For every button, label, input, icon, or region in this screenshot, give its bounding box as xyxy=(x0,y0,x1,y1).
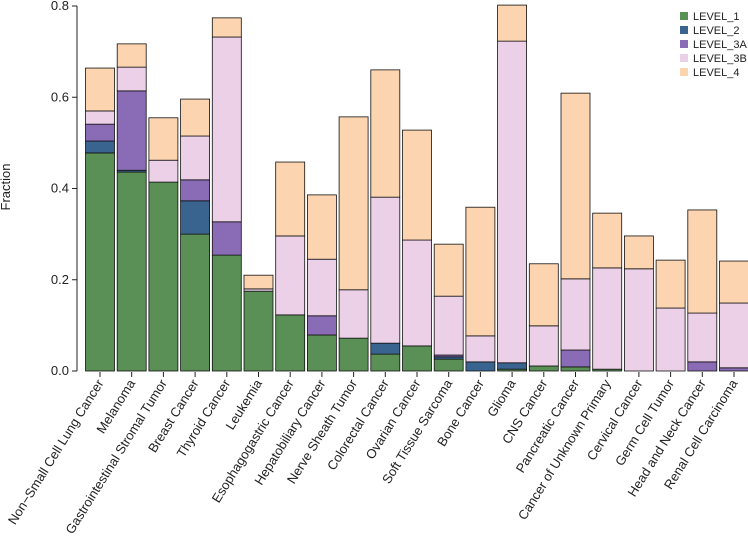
bar-segment xyxy=(86,68,115,111)
bar-segment xyxy=(434,244,463,296)
bar-segment xyxy=(212,37,241,222)
legend-swatch xyxy=(680,26,688,34)
bar-segment xyxy=(307,316,336,335)
legend-label: LEVEL_2 xyxy=(693,25,739,37)
y-tick-label: 0.8 xyxy=(51,0,69,13)
bar-segment xyxy=(276,162,305,236)
bar-segment xyxy=(720,261,748,303)
bar-segment xyxy=(212,18,241,37)
bar-segment xyxy=(307,195,336,259)
y-axis-label: Fraction xyxy=(0,164,13,211)
bar-segment xyxy=(86,111,115,124)
bar-segment xyxy=(466,207,495,336)
bar-segment xyxy=(529,326,558,366)
bar-segment xyxy=(529,366,558,371)
bar-segment xyxy=(624,236,653,269)
bar-segment xyxy=(720,368,748,371)
bar-segment xyxy=(561,367,590,371)
bar-segment xyxy=(307,259,336,316)
bar-segment xyxy=(212,255,241,371)
bar-segment xyxy=(117,91,146,170)
bar-segment xyxy=(529,264,558,326)
bar-segment xyxy=(86,153,115,371)
bar-segment xyxy=(117,172,146,371)
bar-segment xyxy=(212,222,241,255)
bar-segment xyxy=(181,180,210,201)
bar-segment xyxy=(688,210,717,313)
bar-segment xyxy=(86,141,115,153)
bar-segment xyxy=(593,213,622,268)
bar-segment xyxy=(371,354,400,371)
bar-segment xyxy=(244,275,273,289)
bar-segment xyxy=(244,291,273,371)
bar-segment xyxy=(434,296,463,355)
bar-segment xyxy=(498,41,527,363)
bar-segment xyxy=(656,260,685,308)
legend-label: LEVEL_1 xyxy=(693,11,739,23)
bar-segment xyxy=(117,67,146,91)
bar-segment xyxy=(720,303,748,368)
bar-segment xyxy=(561,93,590,279)
bar-segment xyxy=(561,279,590,350)
legend-swatch xyxy=(680,40,688,48)
bar-segment xyxy=(181,99,210,136)
bar-segment xyxy=(371,70,400,197)
bar-segment xyxy=(181,201,210,234)
bar-segment xyxy=(339,290,368,338)
bar-segment xyxy=(149,182,178,371)
bar-segment xyxy=(466,336,495,362)
bar-segment xyxy=(181,136,210,180)
bar-segment xyxy=(498,5,527,41)
legend-label: LEVEL_4 xyxy=(693,67,739,79)
bar-segment xyxy=(656,308,685,371)
bar-segment xyxy=(371,197,400,343)
bar-segment xyxy=(276,236,305,315)
bar-segment xyxy=(149,118,178,160)
y-tick-label: 0.6 xyxy=(51,89,69,104)
bar-segment xyxy=(276,315,305,371)
legend-swatch xyxy=(680,54,688,62)
bar-segment xyxy=(339,338,368,371)
bar-segment xyxy=(688,313,717,362)
bar-segment xyxy=(466,362,495,371)
bar-segment xyxy=(688,362,717,371)
bar-segment xyxy=(498,363,527,369)
bar-segment xyxy=(86,124,115,141)
bar-segment xyxy=(117,44,146,67)
bar-segment xyxy=(624,269,653,371)
bar-segment xyxy=(307,335,336,371)
bar-segment xyxy=(593,268,622,369)
bar-segment xyxy=(339,117,368,290)
legend-swatch xyxy=(680,68,688,76)
bar-segment xyxy=(371,343,400,354)
bar-segment xyxy=(181,234,210,371)
bar-segment xyxy=(403,346,432,371)
y-tick-label: 0.0 xyxy=(51,363,69,378)
y-tick-label: 0.4 xyxy=(51,181,69,196)
bar-segment xyxy=(434,359,463,371)
legend-label: LEVEL_3A xyxy=(693,39,747,51)
bar-segment xyxy=(561,350,590,367)
bar-segment xyxy=(403,240,432,346)
legend-label: LEVEL_3B xyxy=(693,53,747,65)
legend-swatch xyxy=(680,12,688,20)
y-tick-label: 0.2 xyxy=(51,272,69,287)
bar-segment xyxy=(149,160,178,182)
bar-segment xyxy=(403,130,432,240)
